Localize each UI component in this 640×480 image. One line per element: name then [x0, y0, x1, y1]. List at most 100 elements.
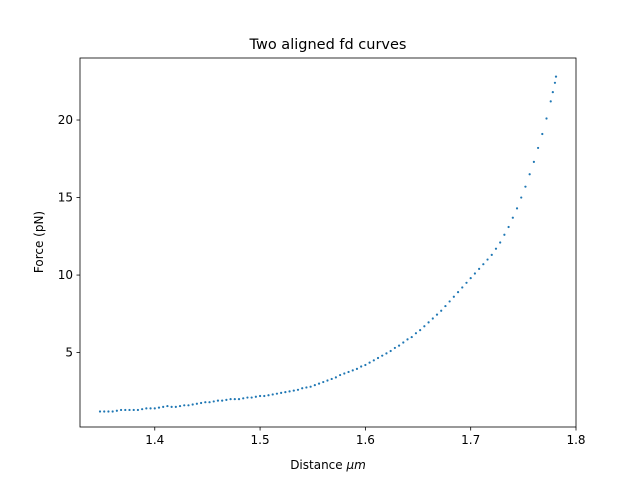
data-point [376, 356, 380, 360]
data-point [355, 367, 359, 370]
data-point [128, 408, 131, 412]
data-point [317, 382, 321, 385]
data-point [427, 321, 430, 324]
data-point [204, 401, 207, 404]
data-point [200, 401, 203, 405]
data-point [313, 384, 316, 387]
data-point [107, 410, 110, 413]
data-point [385, 352, 388, 355]
data-point [195, 402, 198, 405]
data-point [503, 233, 506, 236]
data-point [271, 393, 274, 396]
data-point [242, 397, 245, 400]
data-point [191, 403, 194, 406]
data-point [305, 386, 308, 389]
data-point [541, 132, 544, 136]
data-point [166, 404, 169, 408]
data-point [309, 385, 312, 388]
data-point [98, 410, 102, 413]
data-point [490, 253, 493, 256]
data-point [553, 81, 557, 84]
data-point [515, 207, 519, 210]
data-points [98, 75, 558, 413]
chart-title: Two aligned fd curves [249, 37, 407, 53]
data-point [141, 408, 144, 411]
data-point [145, 407, 148, 410]
x-axis-ticks: 1.4 1.5 1.6 1.7 1.8 [145, 427, 586, 447]
data-point [486, 258, 489, 261]
data-point [250, 396, 253, 399]
data-point [452, 295, 455, 298]
data-point [334, 376, 337, 379]
data-point [393, 346, 396, 350]
data-point [381, 354, 384, 357]
data-point [524, 185, 527, 188]
data-point [267, 394, 270, 397]
data-point [473, 272, 476, 275]
data-point [136, 408, 140, 412]
data-point [170, 405, 173, 408]
data-point [225, 398, 228, 401]
data-point [233, 397, 236, 401]
data-point [469, 277, 472, 280]
y-axis-label: Force (pN) [32, 211, 46, 273]
data-point [528, 173, 531, 176]
data-point [119, 408, 123, 412]
data-point [499, 241, 502, 244]
data-point [440, 309, 443, 312]
y-tick-label: 20 [58, 113, 73, 127]
data-point [149, 407, 152, 410]
data-point [280, 391, 283, 394]
data-point [254, 395, 257, 398]
data-point [536, 146, 540, 150]
data-point [212, 400, 215, 403]
data-point [456, 291, 460, 294]
data-point [478, 267, 481, 270]
data-point [414, 332, 418, 335]
data-point [351, 369, 354, 372]
data-point [372, 359, 375, 362]
data-point [103, 410, 106, 413]
data-point [520, 196, 523, 199]
data-point [301, 387, 304, 390]
data-point [292, 389, 295, 392]
data-point [229, 397, 232, 401]
x-tick-label: 1.4 [145, 433, 164, 447]
data-point [444, 304, 447, 308]
data-point [545, 117, 548, 120]
data-point [532, 160, 535, 163]
data-point [549, 100, 552, 103]
data-point [216, 399, 220, 402]
data-point [174, 405, 177, 408]
data-point [431, 317, 434, 320]
data-point [423, 325, 426, 328]
data-point [246, 396, 249, 399]
x-tick-label: 1.7 [461, 433, 480, 447]
data-point [368, 361, 371, 364]
y-tick-label: 10 [58, 268, 73, 282]
data-point [551, 91, 554, 94]
data-point [221, 399, 224, 402]
data-point [178, 404, 182, 408]
data-point [296, 388, 300, 391]
data-point [343, 372, 346, 375]
data-point [360, 365, 363, 368]
data-point [494, 247, 498, 250]
data-point [162, 405, 165, 408]
data-point [406, 338, 409, 341]
data-point [410, 335, 413, 339]
data-point [397, 344, 401, 347]
data-point [115, 409, 118, 412]
y-axis-ticks: 5 10 15 20 [58, 113, 80, 360]
data-point [263, 394, 266, 398]
data-point [347, 370, 350, 374]
data-point [364, 363, 367, 367]
data-point [461, 286, 464, 289]
data-point [322, 380, 325, 384]
data-point [288, 390, 291, 393]
data-point [511, 216, 514, 219]
data-point [284, 391, 287, 394]
data-point [448, 300, 451, 303]
